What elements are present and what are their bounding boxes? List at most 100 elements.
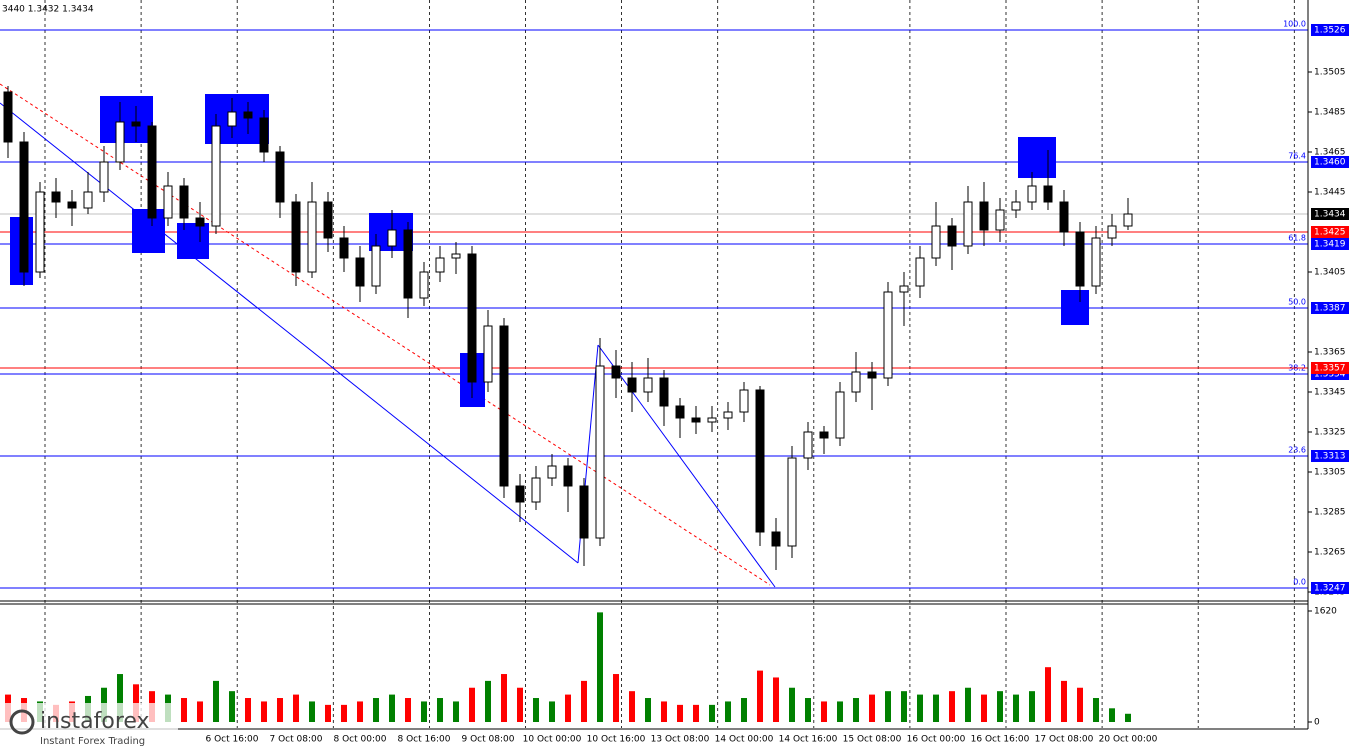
y-tick-label: 1.3345 bbox=[1314, 388, 1346, 398]
y-tick-label: 1.3285 bbox=[1314, 508, 1346, 518]
volume-bar bbox=[645, 698, 651, 722]
last-price-label: 1.3434 bbox=[1314, 210, 1346, 220]
y-tick-label: 1.3405 bbox=[1314, 268, 1346, 278]
x-tick-label: 20 Oct 00:00 bbox=[1099, 735, 1158, 745]
candle-body bbox=[723, 411, 733, 419]
volume-bar bbox=[869, 694, 875, 722]
candle-body bbox=[883, 291, 893, 379]
price-label-bg bbox=[1311, 450, 1349, 462]
candle-body bbox=[67, 201, 77, 209]
candle-body bbox=[707, 417, 717, 423]
volume-bar bbox=[693, 704, 699, 722]
candle-body bbox=[531, 477, 541, 503]
x-tick-label: 8 Oct 16:00 bbox=[398, 735, 451, 745]
price-label: 1.3247 bbox=[1314, 584, 1346, 594]
x-tick-label: 9 Oct 08:00 bbox=[462, 735, 515, 745]
volume-bar bbox=[773, 677, 779, 722]
level-label: 100.0 bbox=[1283, 20, 1306, 29]
y-tick-label: 1.3265 bbox=[1314, 548, 1346, 558]
volume-bar bbox=[725, 701, 731, 722]
candle-body bbox=[1027, 185, 1037, 203]
highlight-box bbox=[177, 223, 209, 259]
volume-bar bbox=[933, 694, 939, 722]
volume-bar bbox=[1093, 698, 1099, 722]
candle-body bbox=[755, 389, 765, 533]
volume-bar bbox=[741, 698, 747, 722]
price-label: 1.3313 bbox=[1314, 452, 1346, 462]
price-label: 1.3526 bbox=[1314, 26, 1346, 36]
candle-body bbox=[451, 253, 461, 259]
logo-icon bbox=[9, 709, 35, 735]
volume-bar bbox=[757, 670, 763, 722]
volume-bar bbox=[309, 701, 315, 722]
volume-bar bbox=[1045, 667, 1051, 722]
candle-body bbox=[435, 257, 445, 273]
candle-body bbox=[515, 485, 525, 503]
price-label-bg bbox=[1311, 156, 1349, 168]
volume-bar bbox=[357, 701, 363, 722]
candle-body bbox=[195, 217, 205, 227]
price-label: 1.3425 bbox=[1314, 228, 1346, 238]
candle-body bbox=[1123, 213, 1133, 227]
candle-body bbox=[1011, 201, 1021, 211]
candle-body bbox=[979, 201, 989, 231]
x-tick-label: 16 Oct 16:00 bbox=[971, 735, 1030, 745]
highlight-box bbox=[1061, 290, 1089, 325]
candle-body bbox=[307, 201, 317, 273]
volume-bar bbox=[1077, 687, 1083, 722]
candle-body bbox=[995, 209, 1005, 231]
candle-body bbox=[819, 431, 829, 439]
volume-bar bbox=[821, 701, 827, 722]
volume-bar bbox=[885, 691, 891, 722]
volume-bar bbox=[709, 704, 715, 722]
y-tick-label: 1.3485 bbox=[1314, 108, 1346, 118]
y-tick-label: 1.3445 bbox=[1314, 188, 1346, 198]
price-label-bg bbox=[1311, 24, 1349, 36]
tagline: Instant Forex Trading bbox=[40, 736, 145, 747]
volume-bar bbox=[1029, 691, 1035, 722]
volume-bar bbox=[581, 680, 587, 722]
header: 3440 1.3432 1.3434 bbox=[2, 5, 94, 15]
candle-body bbox=[339, 237, 349, 259]
candle-body bbox=[243, 111, 253, 119]
volume-bar bbox=[261, 701, 267, 722]
volume-bar bbox=[293, 694, 299, 722]
volume-bar bbox=[661, 701, 667, 722]
price-label: 1.3419 bbox=[1314, 240, 1346, 250]
candle-body bbox=[1043, 185, 1053, 203]
highlight-box bbox=[1018, 137, 1056, 178]
trend-line bbox=[0, 102, 579, 564]
candle-body bbox=[563, 465, 573, 487]
logo-bg bbox=[0, 703, 178, 748]
candle-body bbox=[211, 125, 221, 227]
candle-body bbox=[179, 185, 189, 219]
candle-body bbox=[899, 285, 909, 293]
y-tick-label: 1.3465 bbox=[1314, 148, 1346, 158]
volume-bar bbox=[901, 691, 907, 722]
candle-body bbox=[643, 377, 653, 393]
candle-body bbox=[147, 125, 157, 219]
highlight-box bbox=[100, 96, 153, 143]
level-label: 76.4 bbox=[1288, 152, 1306, 161]
candle-body bbox=[499, 325, 509, 487]
candle-body bbox=[771, 531, 781, 547]
last-price-bg bbox=[1311, 208, 1349, 220]
volume-bar bbox=[453, 701, 459, 722]
volume-bar bbox=[965, 687, 971, 722]
candle-body bbox=[739, 389, 749, 413]
level-label: 0.0 bbox=[1293, 578, 1306, 587]
candle-body bbox=[355, 257, 365, 287]
x-tick-label: 10 Oct 16:00 bbox=[587, 735, 646, 745]
candle-body bbox=[1107, 225, 1117, 239]
price-label: 1.3460 bbox=[1314, 158, 1346, 168]
y-tick-label: 1.3325 bbox=[1314, 428, 1346, 438]
price-label: 1.3357 bbox=[1314, 364, 1346, 374]
candle-body bbox=[931, 225, 941, 259]
candle-body bbox=[35, 191, 45, 273]
candle-body bbox=[803, 431, 813, 459]
candle-body bbox=[115, 121, 125, 163]
candle-body bbox=[851, 371, 861, 393]
volume-bar bbox=[229, 691, 235, 722]
candle-body bbox=[259, 117, 269, 153]
grid: 100.076.461.850.038.223.60.0 bbox=[0, 0, 1308, 728]
